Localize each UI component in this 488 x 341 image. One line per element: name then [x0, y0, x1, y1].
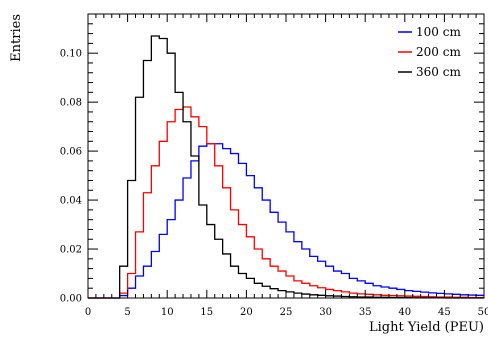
x-tick-label: 15 [200, 307, 213, 318]
series-line-1 [88, 106, 484, 299]
legend-label-1: 200 cm [416, 45, 461, 59]
x-tick-label: 30 [319, 307, 332, 318]
y-tick-labels: 0.00 0.02 0.04 0.06 0.08 0.10 [60, 49, 82, 305]
y-tick-label: 0.02 [60, 245, 82, 256]
y-tick-label: 0.04 [60, 196, 82, 207]
ticks-layer [87, 13, 485, 299]
x-tick-label: 40 [398, 307, 411, 318]
x-tick-label: 25 [280, 307, 293, 318]
legend-label-0: 100 cm [416, 25, 461, 39]
x-tick-label: 20 [240, 307, 253, 318]
x-tick-label: 5 [124, 307, 130, 318]
y-axis-title: Entries [9, 14, 24, 62]
y-tick-label: 0.08 [60, 98, 82, 109]
plot-frame [87, 13, 485, 299]
x-tick-label: 35 [359, 307, 372, 318]
y-tick-label: 0.00 [60, 294, 82, 305]
x-tick-label: 10 [161, 307, 174, 318]
x-tick-label: 50 [478, 307, 488, 318]
x-tick-label: 0 [85, 307, 91, 318]
series-line-0 [88, 143, 484, 299]
legend: 100 cm 200 cm 360 cm [398, 25, 461, 79]
x-tick-label: 45 [438, 307, 451, 318]
y-tick-label: 0.10 [60, 49, 82, 60]
legend-label-2: 360 cm [416, 65, 461, 79]
x-tick-labels: 0 5 10 15 20 25 30 35 40 45 50 [85, 307, 488, 318]
y-tick-label: 0.06 [60, 147, 82, 158]
x-axis-title: Light Yield (PEU) [369, 320, 484, 335]
